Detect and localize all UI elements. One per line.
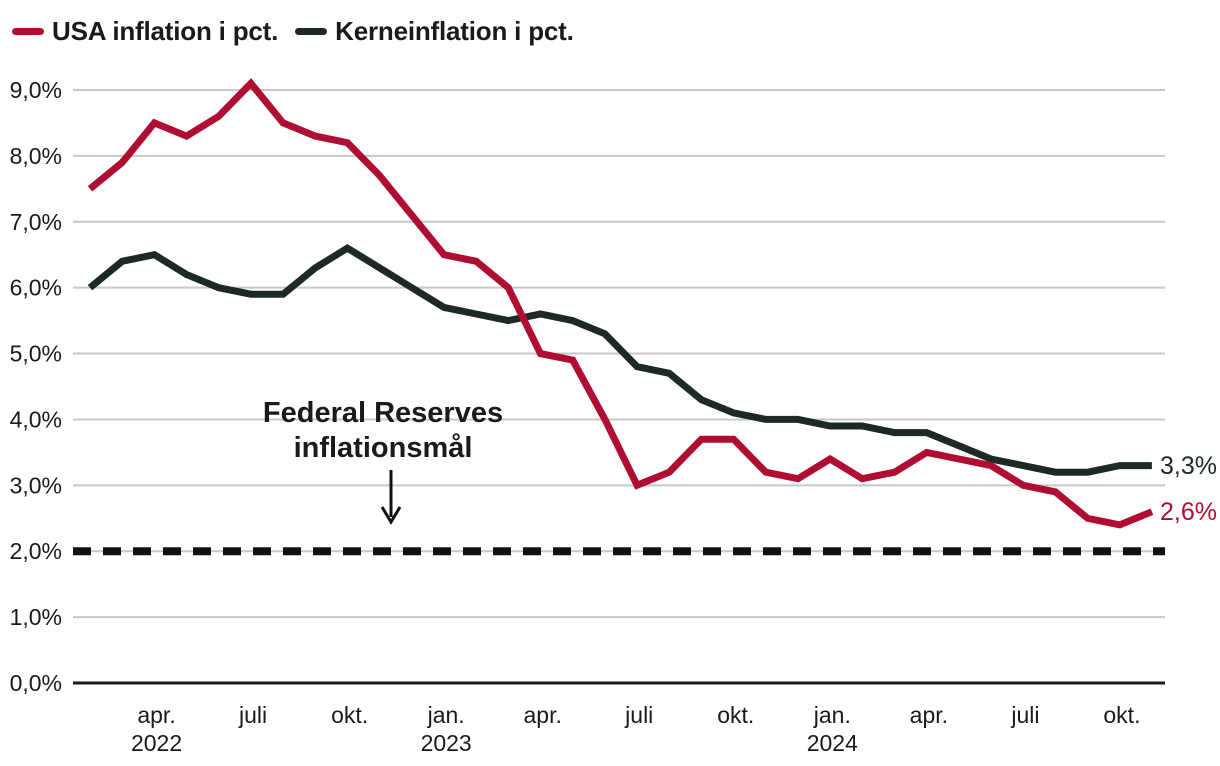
- legend-item-kerneinflation: Kerneinflation i pct.: [295, 16, 574, 47]
- x-tick-label: okt.: [717, 702, 754, 728]
- y-tick-label: 1,0%: [10, 604, 62, 630]
- series-end-label-usa-inflation: 2,6%: [1160, 497, 1217, 526]
- target-annotation-line2: inflationsmål: [293, 432, 473, 465]
- y-tick-label: 6,0%: [10, 275, 62, 301]
- x-tick-year-label: 2022: [131, 730, 182, 756]
- x-tick-label: apr.: [137, 702, 175, 728]
- y-tick-label: 4,0%: [10, 406, 62, 432]
- y-tick-label: 5,0%: [10, 341, 62, 367]
- legend: USA inflation i pct. Kerneinflation i pc…: [12, 16, 574, 47]
- usa-inflation-line: [87, 78, 1154, 529]
- x-tick-label: juli: [624, 702, 653, 728]
- target-annotation: Federal Reserves inflationsmål: [263, 396, 503, 467]
- y-tick-label: 9,0%: [10, 77, 62, 103]
- x-tick-label: jan.: [813, 702, 851, 728]
- legend-item-usa-inflation: USA inflation i pct.: [12, 16, 278, 47]
- kerneinflation-line: [87, 243, 1152, 476]
- y-tick-label: 7,0%: [10, 209, 62, 235]
- legend-label-usa-inflation: USA inflation i pct.: [52, 16, 279, 46]
- y-tick-label: 8,0%: [10, 143, 62, 169]
- y-tick-label: 0,0%: [10, 670, 62, 696]
- kerneinflation-line-swatch-icon: [295, 28, 328, 35]
- down-arrow-head-icon: [380, 506, 402, 525]
- x-tick-label: juli: [1010, 702, 1039, 728]
- usa-inflation-line-swatch-icon: [12, 28, 44, 35]
- y-tick-label: 2,0%: [10, 538, 62, 564]
- x-tick-label: okt.: [331, 702, 368, 728]
- series-end-label-kerneinflation: 3,3%: [1160, 451, 1217, 480]
- x-tick-label: apr.: [910, 702, 948, 728]
- legend-label-kerneinflation: Kerneinflation i pct.: [335, 16, 574, 46]
- x-tick-label: jan.: [427, 702, 465, 728]
- x-tick-label: okt.: [1103, 702, 1140, 728]
- x-tick-year-label: 2024: [807, 730, 858, 756]
- x-tick-label: apr.: [524, 702, 562, 728]
- x-tick-year-label: 2023: [421, 730, 472, 756]
- target-annotation-line1: Federal Reserves: [262, 397, 504, 429]
- x-tick-label: juli: [238, 702, 267, 728]
- y-tick-label: 3,0%: [10, 472, 62, 498]
